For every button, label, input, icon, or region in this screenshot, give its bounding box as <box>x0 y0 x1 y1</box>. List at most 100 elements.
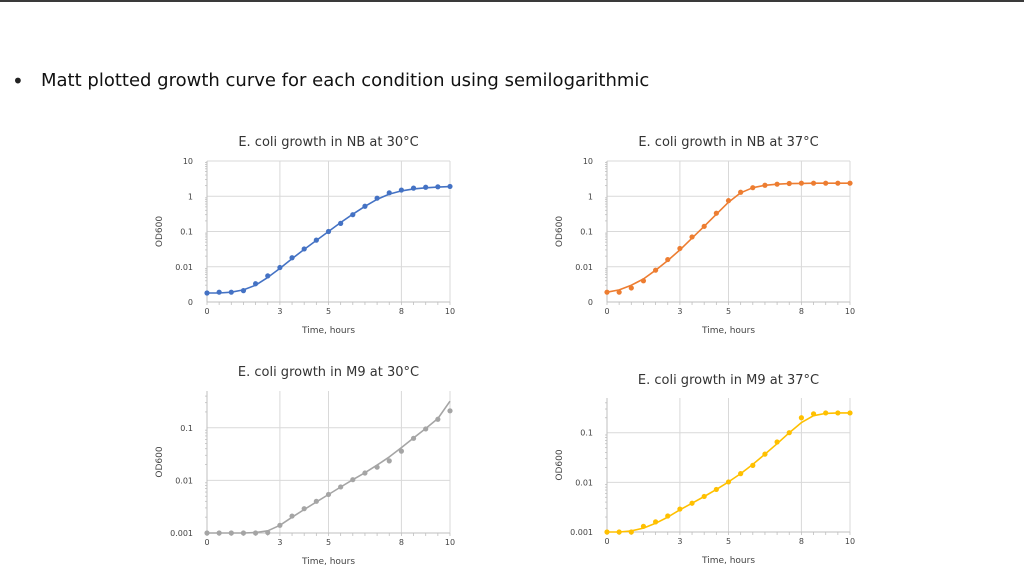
nb-30c-data-point <box>301 246 307 252</box>
nb-30c-data-point <box>435 184 441 190</box>
m9-37c-data-point <box>798 415 804 421</box>
nb-37c-data-point <box>701 223 707 229</box>
nb-37c-data-point <box>835 180 841 186</box>
m9-30c-data-point <box>313 498 319 504</box>
m9-30c-x-tick-label: 8 <box>399 538 404 547</box>
m9-37c-y-axis-label: OD600 <box>555 449 565 480</box>
nb-37c-y-tick-label: 10 <box>583 157 593 166</box>
m9-37c-x-tick-label: 5 <box>726 537 731 546</box>
slide-top-rule <box>0 0 1024 2</box>
nb-30c-y-tick-label: 10 <box>183 157 193 166</box>
m9-30c-data-point <box>435 416 441 422</box>
nb-37c-x-axis-label: Time, hours <box>701 326 755 336</box>
m9-37c-data-point <box>725 479 732 485</box>
nb-37c-data-point <box>750 185 756 191</box>
nb-30c-data-point <box>216 289 222 295</box>
bullet-marker: • <box>12 69 24 93</box>
nb-30c-data-point <box>362 203 368 209</box>
m9-30c-data-point <box>350 477 356 483</box>
m9-37c-title: E. coli growth in M9 at 37°C <box>638 373 819 388</box>
nb-30c-y-tick-label: 0 <box>188 298 193 307</box>
nb-30c-x-tick-label: 8 <box>399 307 404 316</box>
nb-30c-x-tick-label: 0 <box>204 307 209 316</box>
m9-37c-x-tick-label: 3 <box>677 537 682 546</box>
nb-37c-title: E. coli growth in NB at 37°C <box>638 135 818 150</box>
nb-30c-data-point <box>338 220 344 226</box>
nb-37c-data-point <box>713 210 719 216</box>
m9-37c-data-point <box>823 410 829 416</box>
nb-37c-data-point <box>604 289 610 295</box>
nb-30c-title: E. coli growth in NB at 30°C <box>238 135 418 150</box>
nb-37c-y-tick-label: 0.01 <box>575 263 593 272</box>
nb-30c-data-point <box>240 288 247 294</box>
nb-37c-data-point <box>653 267 659 273</box>
nb-30c-data-point <box>277 264 283 271</box>
chart-nb-30c: E. coli growth in NB at 30°C 0 3 5 8 10 10 1 0.1… <box>155 135 455 336</box>
m9-37c-data-point <box>677 506 683 512</box>
nb-37c-data-point <box>677 245 683 252</box>
m9-37c-data-point <box>616 529 622 535</box>
nb-30c-x-axis-label: Time, hours <box>301 326 355 336</box>
nb-30c-data-point <box>398 187 404 193</box>
nb-30c-data-point <box>313 237 319 243</box>
m9-30c-x-tick-label: 3 <box>277 538 282 547</box>
m9-37c-x-axis-label: Time, hours <box>701 556 755 566</box>
m9-30c-x-tick-label: 0 <box>204 538 209 547</box>
nb-30c-data-point <box>265 273 271 279</box>
m9-37c-data-point <box>604 529 610 535</box>
m9-30c-data-point <box>398 448 404 454</box>
m9-30c-y-axis-label: OD600 <box>155 446 165 477</box>
nb-30c-data-point <box>447 183 453 190</box>
nb-37c-data-point <box>786 180 792 187</box>
nb-30c-data-point <box>325 228 332 235</box>
nb-30c-y-tick-label: 0.01 <box>175 263 193 272</box>
nb-30c-data-point <box>423 184 429 190</box>
m9-37c-y-tick-label: 0.1 <box>580 429 593 438</box>
m9-30c-data-point <box>374 464 380 470</box>
m9-30c-data-point <box>240 530 247 536</box>
m9-30c-data-point <box>325 491 332 498</box>
nb-37c-y-tick-label: 0.1 <box>580 228 593 237</box>
m9-30c-x-tick-label: 10 <box>445 538 455 547</box>
m9-30c-data-point <box>204 530 210 536</box>
nb-30c-data-point <box>228 289 234 295</box>
nb-37c-data-point <box>810 180 817 186</box>
m9-37c-data-point <box>689 500 695 506</box>
m9-30c-x-axis-label: Time, hours <box>301 557 355 567</box>
nb-37c-x-tick-label: 3 <box>677 307 682 316</box>
nb-37c-data-point <box>823 180 829 186</box>
m9-30c-title: E. coli growth in M9 at 30°C <box>238 365 419 380</box>
m9-37c-data-point <box>847 410 853 416</box>
nb-30c-data-point <box>386 190 392 196</box>
nb-37c-data-point <box>665 256 671 263</box>
m9-37c-data-point <box>713 486 719 493</box>
m9-37c-data-point <box>701 493 707 500</box>
m9-37c-data-point <box>653 519 659 525</box>
m9-37c-x-tick-label: 8 <box>799 537 804 546</box>
m9-30c-x-tick-label: 5 <box>326 538 331 547</box>
nb-37c-y-axis-label: OD600 <box>555 216 565 247</box>
m9-37c-x-tick-label: 0 <box>604 537 609 546</box>
m9-30c-data-point <box>253 530 259 536</box>
m9-37c-x-tick-label: 10 <box>845 537 855 546</box>
m9-37c-data-point <box>786 430 792 436</box>
nb-30c-y-tick-label: 0.1 <box>180 228 193 237</box>
nb-37c-data-point <box>774 181 780 187</box>
nb-37c-y-tick-label: 0 <box>588 298 593 307</box>
m9-30c-data-point <box>447 408 453 414</box>
m9-30c-data-point <box>289 513 295 519</box>
nb-37c-x-tick-label: 0 <box>604 307 609 316</box>
m9-30c-y-tick-label: 0.001 <box>170 529 193 538</box>
m9-30c-data-point <box>423 426 429 432</box>
nb-37c-data-point <box>628 285 634 291</box>
m9-30c-data-point <box>338 484 344 490</box>
m9-30c-data-point <box>216 530 222 536</box>
nb-37c-data-point <box>689 234 695 240</box>
m9-30c-data-point <box>277 522 283 528</box>
nb-37c-x-tick-label: 10 <box>845 307 855 316</box>
m9-37c-data-point <box>640 523 647 529</box>
chart-m9-37c: E. coli growth in M9 at 37°C 0 3 5 8 10 0.1 0.0… <box>555 373 855 566</box>
nb-30c-x-tick-label: 3 <box>277 307 282 316</box>
m9-30c-data-point <box>265 529 271 536</box>
nb-30c-data-point <box>204 290 210 296</box>
